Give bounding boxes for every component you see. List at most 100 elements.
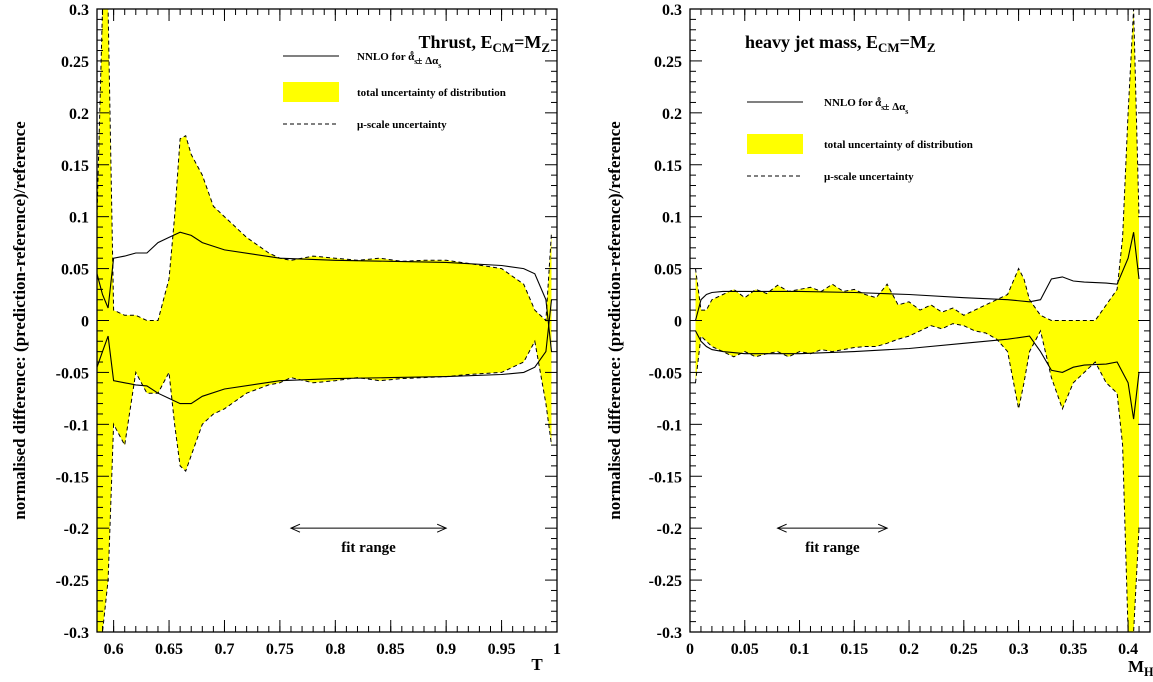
fit-range-arrow: fit range [289,523,448,556]
y-tick-label: -0.15 [649,469,682,486]
nnlo-curve-2 [695,330,1140,420]
y-tick-label: 0.05 [61,262,89,279]
legend-swatch-fill [283,82,339,102]
chart-title-part: Z [927,40,936,55]
y-tick-label: 0.05 [654,262,682,279]
y-tick-label: -0.3 [657,625,682,642]
uncertainty-band [695,9,1139,632]
legend-entry-label: total uncertainty of distribution [357,87,506,99]
legend-entry-label-part: s [905,107,908,116]
y-tick-label: -0.05 [56,365,89,382]
fit-range-arrow: fit range [776,523,889,556]
x-tick-label: 0.85 [377,641,405,658]
y-tick-label: 0.3 [69,2,89,19]
fit-range-arrowhead-left [289,523,301,533]
chart-title: Thrust, ECM=MZ [418,32,550,55]
legend-entry-label: μ-scale uncertainty [357,119,447,131]
fit-range-label: fit range [341,540,396,556]
y-tick-label: -0.3 [64,625,89,642]
x-tick-label: 0.1 [790,641,810,658]
x-tick-label: 0.7 [214,641,234,658]
legend-swatch-fill [747,134,803,154]
x-tick-label: 0.65 [155,641,183,658]
x-tick-label: 0.15 [840,641,868,658]
legend-entry-label-part: 0 [410,50,414,57]
y-tick-label: 0.3 [662,2,682,19]
legend-entry-label: NNLO for αs0 ± Δαs [824,96,908,116]
y-tick-label: -0.2 [657,521,682,538]
y-tick-label: 0.25 [654,54,682,71]
x-axis-label-part: H [1144,665,1153,677]
chart-title: heavy jet mass, ECM=MZ [745,32,935,55]
y-axis-label: normalised difference: (prediction-refer… [605,121,624,520]
x-tick-label: 0.75 [266,641,294,658]
x-axis-label-part: M [1128,657,1144,676]
fit-range-label: fit range [805,540,860,556]
nnlo-curve-2 [97,299,553,405]
legend-entry-label-part: total uncertainty of distribution [357,87,506,99]
chart-title-part: Z [541,40,550,55]
y-axis-label: normalised difference: (prediction-refer… [10,121,29,520]
x-tick-label: 0.4 [1118,641,1138,658]
y-tick-label: 0.15 [654,158,682,175]
x-axis-label: MH [1128,657,1153,677]
plot-area [97,9,553,632]
legend-entry-label-part: NNLO for α [824,97,882,109]
x-tick-label: 0.95 [488,641,516,658]
fit-range-arrowhead-right [436,523,448,533]
legend-entry-label-part: s [414,57,417,66]
plot-area [694,9,1140,632]
y-tick-label: 0 [81,314,89,331]
legend-entry-label-part: 0 [877,96,881,103]
chart-title-part: CM [493,40,515,55]
legend-entry-label: NNLO for αs0 ± Δαs [357,50,441,70]
y-tick-label: -0.1 [64,417,89,434]
fit-range-arrowhead-left [776,523,787,533]
x-tick-label: 0.35 [1059,641,1087,658]
mu-scale-upper-line [695,9,1140,321]
y-tick-label: -0.25 [56,573,89,590]
x-tick-label: 0.25 [950,641,978,658]
y-tick-label: 0 [674,314,682,331]
legend-entry-label: μ-scale uncertainty [824,171,914,183]
x-tick-label: 0.9 [436,641,456,658]
chart-title-part: Thrust, E [418,32,492,52]
legend: NNLO for αs0 ± Δαs total uncertainty of d… [747,96,973,183]
mu-scale-lower-line [97,339,552,632]
legend-entry-label-part: total uncertainty of distribution [824,139,973,151]
legend-entry-label-part: NNLO for α [357,51,415,63]
legend-entry-label: total uncertainty of distribution [824,139,973,151]
chart-title-part: heavy jet mass, E [745,32,878,52]
legend-entry-label-part: μ-scale uncertainty [824,171,914,183]
y-tick-label: 0.25 [61,54,89,71]
x-tick-label: 0 [686,641,694,658]
legend-entry-label-part: s [438,61,441,70]
legend-entry-label-part: ± Δα [414,55,439,67]
y-tick-label: 0.1 [662,210,682,227]
x-tick-label: 0.6 [104,641,124,658]
y-tick-label: 0.15 [61,158,89,175]
legend-entry-label-part: s [881,103,884,112]
y-tick-label: -0.05 [649,365,682,382]
y-tick-label: -0.1 [657,417,682,434]
y-tick-label: 0.2 [69,106,89,123]
fit-range-arrowhead-right [877,523,889,533]
x-tick-label: 0.8 [325,641,345,658]
chart-title-part: CM [878,40,900,55]
chart-panel-1: 0.3 0.25 0.2 0.15 0.1 0.05 0 -0.05 -0.1 -0.15 -0.2… [10,2,561,674]
y-tick-label: -0.2 [64,521,89,538]
x-tick-label: 0.3 [1009,641,1029,658]
x-tick-label: 0.05 [731,641,759,658]
chart-title-part: =M [900,32,927,52]
y-tick-label: -0.15 [56,469,89,486]
y-tick-label: 0.2 [662,106,682,123]
nnlo-curve-1 [694,232,1140,321]
x-tick-label: 0.2 [899,641,919,658]
mu-scale-upper-line [97,9,552,322]
y-tick-label: 0.1 [69,210,89,227]
legend-entry-label-part: μ-scale uncertainty [357,119,447,131]
x-axis-label: T [531,655,543,674]
